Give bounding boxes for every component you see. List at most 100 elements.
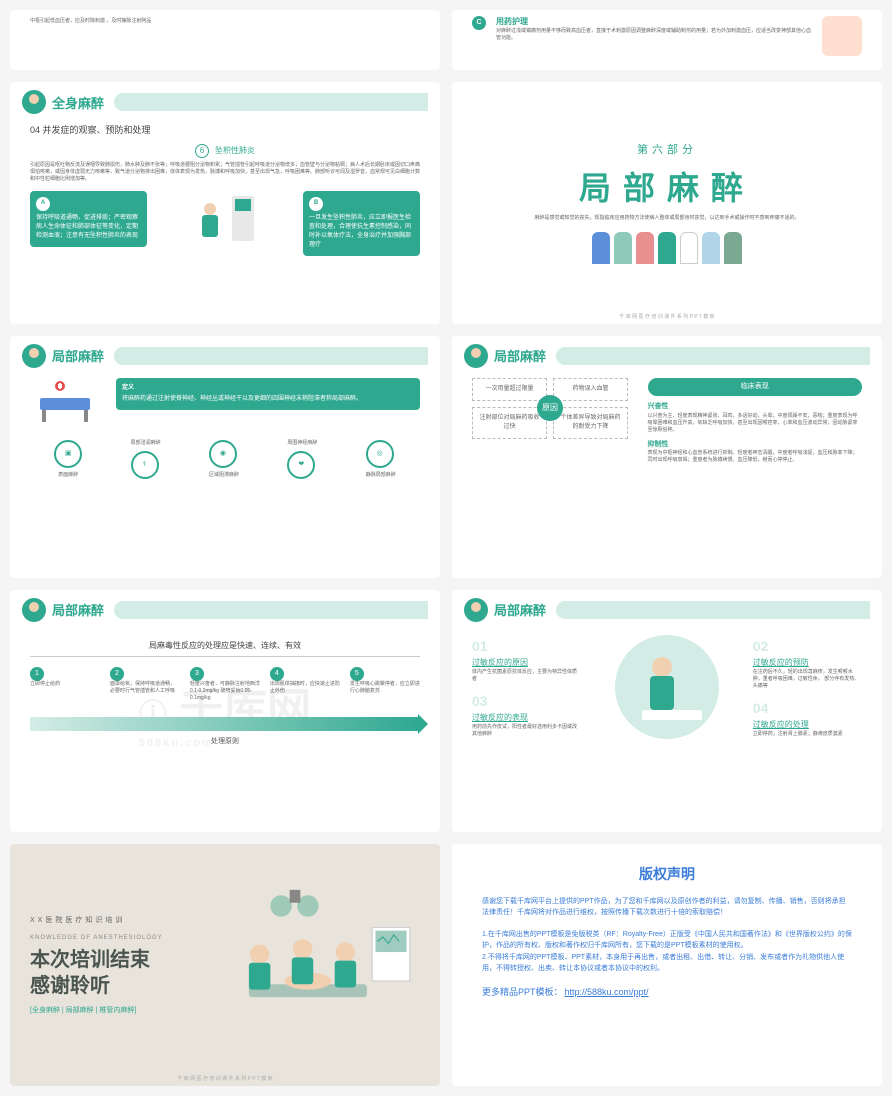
cause2: 药物误入血管 <box>553 378 628 401</box>
slide-section-6: 第六部分 局部麻醉 麻醉是感觉或知觉的丧失，现指临床应用药物方法使病人整体或局部… <box>452 82 882 324</box>
text: 一旦发生坠积性肺炎，应立即报医生检查和处理，合理使抗生素控制感染，同时补以氧体疗… <box>309 214 414 250</box>
def-box: 定义 将麻醉药通过注射使脊神经、神经丛或神经干以及更细的四围神经末梢阻滞者称局部… <box>116 378 420 410</box>
qt: 过敏反应的处理 <box>753 719 862 731</box>
qtext: 立即停药；注射肾上腺素；静滴皮质激素 <box>753 731 862 738</box>
slide-local-process: ⓘ 千库网 588ku.com 局部麻醉 局麻毒性反应的处理应是快速、连续、有效… <box>10 590 440 832</box>
qtext: 在注药后不久，轻的出现荨麻疹，发生喉喉水肿，重者呼吸困难，过敏性休， 部分伴有发… <box>753 669 862 690</box>
top: XX医院医疗知识培训 <box>30 915 206 925</box>
slide-general-anesthesia: 全身麻醉 04 并发症的观察、预防和处理 6 坠积性肺炎 引起原因是呕吐物反流及… <box>10 82 440 324</box>
slide-copyright: 版权声明 感谢您下载千库网平台上提供的PPT作品，为了您和千库网以及原创作者的利… <box>452 844 882 1086</box>
i2t: 周围神经麻醉 <box>287 440 317 447</box>
clinical: 临床表现 <box>648 378 863 397</box>
slides-grid: 中枢引起低血压者，应及时除刺激 。及时静脉注射阿品 C 用药护理 对麻醉过浅或镇… <box>10 10 882 1086</box>
title: 局部麻醉 <box>494 346 546 365</box>
footer: 处理原则 <box>30 737 420 748</box>
def-label: 定义 <box>122 384 414 393</box>
doctor-icon <box>22 598 46 622</box>
t4: 出现肌体抽搐时，应快速止进防止外伤 <box>270 681 340 695</box>
num: 02 <box>753 636 862 657</box>
person-icon <box>680 232 698 264</box>
i2: 区域阻滞麻醉 <box>209 472 239 479</box>
tags: [全身麻醉 | 局部麻醉 | 椎管内麻醉] <box>30 1005 206 1015</box>
person-icon <box>724 232 742 264</box>
people-row <box>592 232 742 264</box>
part: 第六部分 <box>637 141 697 157</box>
cause1: 一次用量超过限量 <box>472 378 547 401</box>
i1: 表面麻醉 <box>54 472 82 479</box>
t2: 表现为中枢神经和心血管系统进行抑制。轻度者神志清醒，中度者呼吸浅促，血压和脉率下… <box>648 450 863 464</box>
icon: ▣ <box>54 440 82 468</box>
label-c: C <box>472 16 486 30</box>
surgeon-illustration <box>167 191 284 251</box>
doctor-icon <box>464 598 488 622</box>
link-label: 更多精品PPT模板： <box>482 987 563 997</box>
sub-num: 04 <box>30 125 40 135</box>
desc: 麻醉是感觉或知觉的丧失，现指临床应用药物方法使病人整体或局部身时丧觉，以达到手术… <box>534 215 799 222</box>
text: 中枢引起低血压者，应及时除刺激 。及时静脉注射阿品 <box>30 18 151 24</box>
d4: 4 <box>270 667 284 681</box>
t3: 轻度兴奋者，可静脉注射地西洋0.1-0.2mg/kg 硫喷妥钠0.05-0.1m… <box>190 681 260 702</box>
text: 对麻醉过浅或镇痛剂用量不够而致高血压者，直接于术刺激原因调整麻醉深度或辅助制剂的… <box>496 28 812 42</box>
person-icon <box>702 232 720 264</box>
qtext: 体内产生抗菌素原抗体反应，主要为特异性体质者 <box>472 669 581 683</box>
icon: ◎ <box>366 440 394 468</box>
footer: 千 库 网 医 疗 培 训 课 件 系 列 P P T 模 板 <box>452 313 882 320</box>
title: 全身麻醉 <box>52 93 104 112</box>
i1t: 局部浸润麻醉 <box>131 440 161 447</box>
slide-local-allergy: 局部麻醉 01 过敏反应的原因 体内产生抗菌素原抗体反应，主要为特异性体质者 0… <box>452 590 882 832</box>
badge-text: 坠积性肺炎 <box>215 146 255 155</box>
paragraph: 引起原因是呕吐物反流及误咽导致肺损伤，肺水肿及肺不张等；呼吸道梗阻分泌物积累；气… <box>30 162 420 183</box>
qt: 过敏反应的原因 <box>472 657 581 669</box>
icon: ❤ <box>287 451 315 479</box>
label: B <box>309 197 323 211</box>
h2: 抑制性 <box>648 440 863 451</box>
person-icon <box>658 232 676 264</box>
en: KNOWLEDGE OF ANESTHESIOLOGY <box>30 935 206 941</box>
link[interactable]: http://588ku.com/ppt/ <box>564 987 648 997</box>
t1: 立即停止给药 <box>30 681 100 688</box>
slide-partial-right: C 用药护理 对麻醉过浅或镇痛剂用量不够而致高血压者，直接于术刺激原因调整麻醉深… <box>452 10 882 70</box>
sub: 并发症的观察、预防和处理 <box>43 125 151 135</box>
icon: ⚕ <box>131 451 159 479</box>
i3: 静脉局部麻醉 <box>366 472 396 479</box>
nurse-illustration <box>597 632 737 742</box>
cause3: 注射部位对局麻药吸收过快 <box>472 407 547 439</box>
title: 局部麻醉 <box>52 346 104 365</box>
badge: 6 <box>195 144 209 158</box>
def-text: 将麻醉药通过注射使脊神经、神经丛或神经干以及更细的四围神经末梢阻滞者称局部麻醉。 <box>122 395 414 404</box>
t1: 以兴奋为主，轻度表现精神紧张，耳鸣，多话好动，头晕；中度烦躁不安，恶喘；重度表现… <box>648 413 863 434</box>
doctor-icon <box>22 344 46 368</box>
surgery-illustration <box>206 864 421 1066</box>
title: 用药护理 <box>496 16 812 28</box>
label: A <box>36 197 50 211</box>
doctor-icon <box>22 90 46 114</box>
slide-local-cause: 局部麻醉 一次用量超过限量 药物误入血管 注射部位对局麻药吸收过快 个体差异导致… <box>452 336 882 578</box>
num: 01 <box>472 636 581 657</box>
p2: 1.在千库网出售的PPT模板是免版税类（RF：Royalty-Free）正版受《… <box>482 929 852 951</box>
box-a: A 保持呼吸道通畅，促进排痰；严密观察病人生命体征和肺部体征等变化，定期检测血液… <box>30 191 147 247</box>
footer: 千 库 网 医 疗 培 训 课 件 系 列 P P T 模 板 <box>10 1075 440 1082</box>
d2: 2 <box>110 667 124 681</box>
num: 04 <box>753 698 862 719</box>
l1: 本次培训结束 <box>30 947 206 973</box>
icon: ◉ <box>209 440 237 468</box>
p3: 2.不得将千库网的PPT模板、PPT素材，本身用于再出售，或者出租、出借、转让、… <box>482 952 852 974</box>
num: 03 <box>472 691 581 712</box>
qt: 过敏反应的预防 <box>753 657 862 669</box>
p1: 感谢您下载千库网平台上提供的PPT作品，为了您和千库网以及原创作者的利益，请勿复… <box>482 896 852 918</box>
slide-end: XX医院医疗知识培训 KNOWLEDGE OF ANESTHESIOLOGY 本… <box>10 844 440 1086</box>
center: 原因 <box>537 395 563 421</box>
box-b: B 一旦发生坠积性肺炎，应立即报医生检查和处理，合理使抗生素控制感染，同时补以氧… <box>303 191 420 256</box>
person-icon <box>636 232 654 264</box>
pill-illustration <box>822 16 862 56</box>
cause4: 个体差异导致对局麻药的耐受力下降 <box>553 407 628 439</box>
bed-icon <box>30 378 100 428</box>
header: 全身麻醉 <box>10 82 440 114</box>
title: 局部麻醉 <box>52 600 104 619</box>
person-icon <box>592 232 610 264</box>
slide-local-def: 局部麻醉 定义 将麻醉药通过注射使脊神经、神经丛或神经干以及更细的四围神经末梢阻… <box>10 336 440 578</box>
title: 版权声明 <box>452 864 882 884</box>
mint-bar <box>114 93 428 111</box>
h1: 兴奋性 <box>648 402 863 413</box>
person-icon <box>614 232 632 264</box>
